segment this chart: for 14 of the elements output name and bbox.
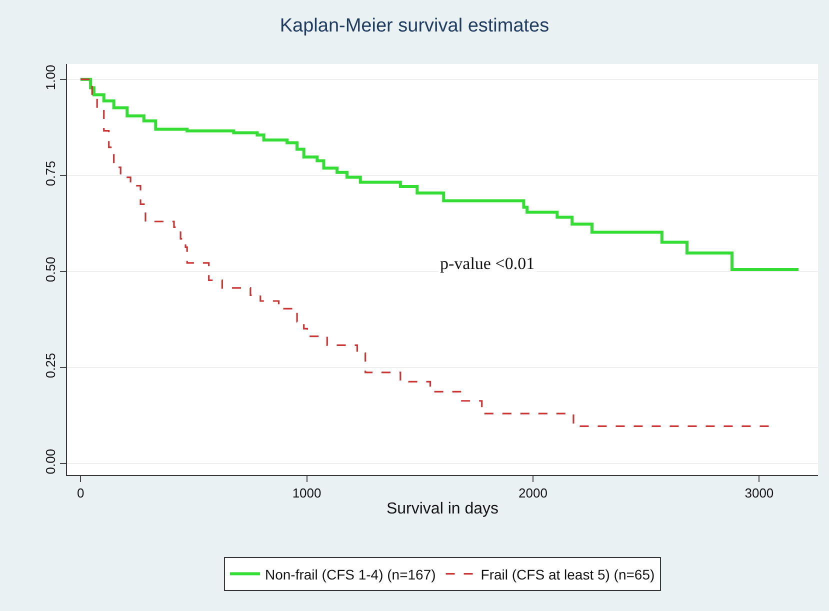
x-tick-label: 0 — [76, 486, 84, 501]
y-tick-label: 0.50 — [42, 256, 58, 282]
y-tick-label: 1.00 — [42, 64, 58, 90]
annotation: p-value <0.01 — [440, 254, 535, 273]
x-tick-label: 2000 — [518, 486, 548, 501]
chart-title: Kaplan-Meier survival estimates — [280, 16, 550, 37]
y-tick-label: 0.00 — [42, 448, 58, 474]
legend-label: Frail (CFS at least 5) (n=65) — [480, 566, 655, 582]
x-tick-label: 3000 — [744, 486, 774, 501]
legend-label: Non-frail (CFS 1-4) (n=167) — [265, 566, 436, 582]
y-tick-label: 0.25 — [42, 352, 58, 378]
x-tick-label: 1000 — [292, 486, 322, 501]
y-tick-label: 0.75 — [42, 160, 58, 186]
x-axis-title: Survival in days — [386, 500, 499, 518]
